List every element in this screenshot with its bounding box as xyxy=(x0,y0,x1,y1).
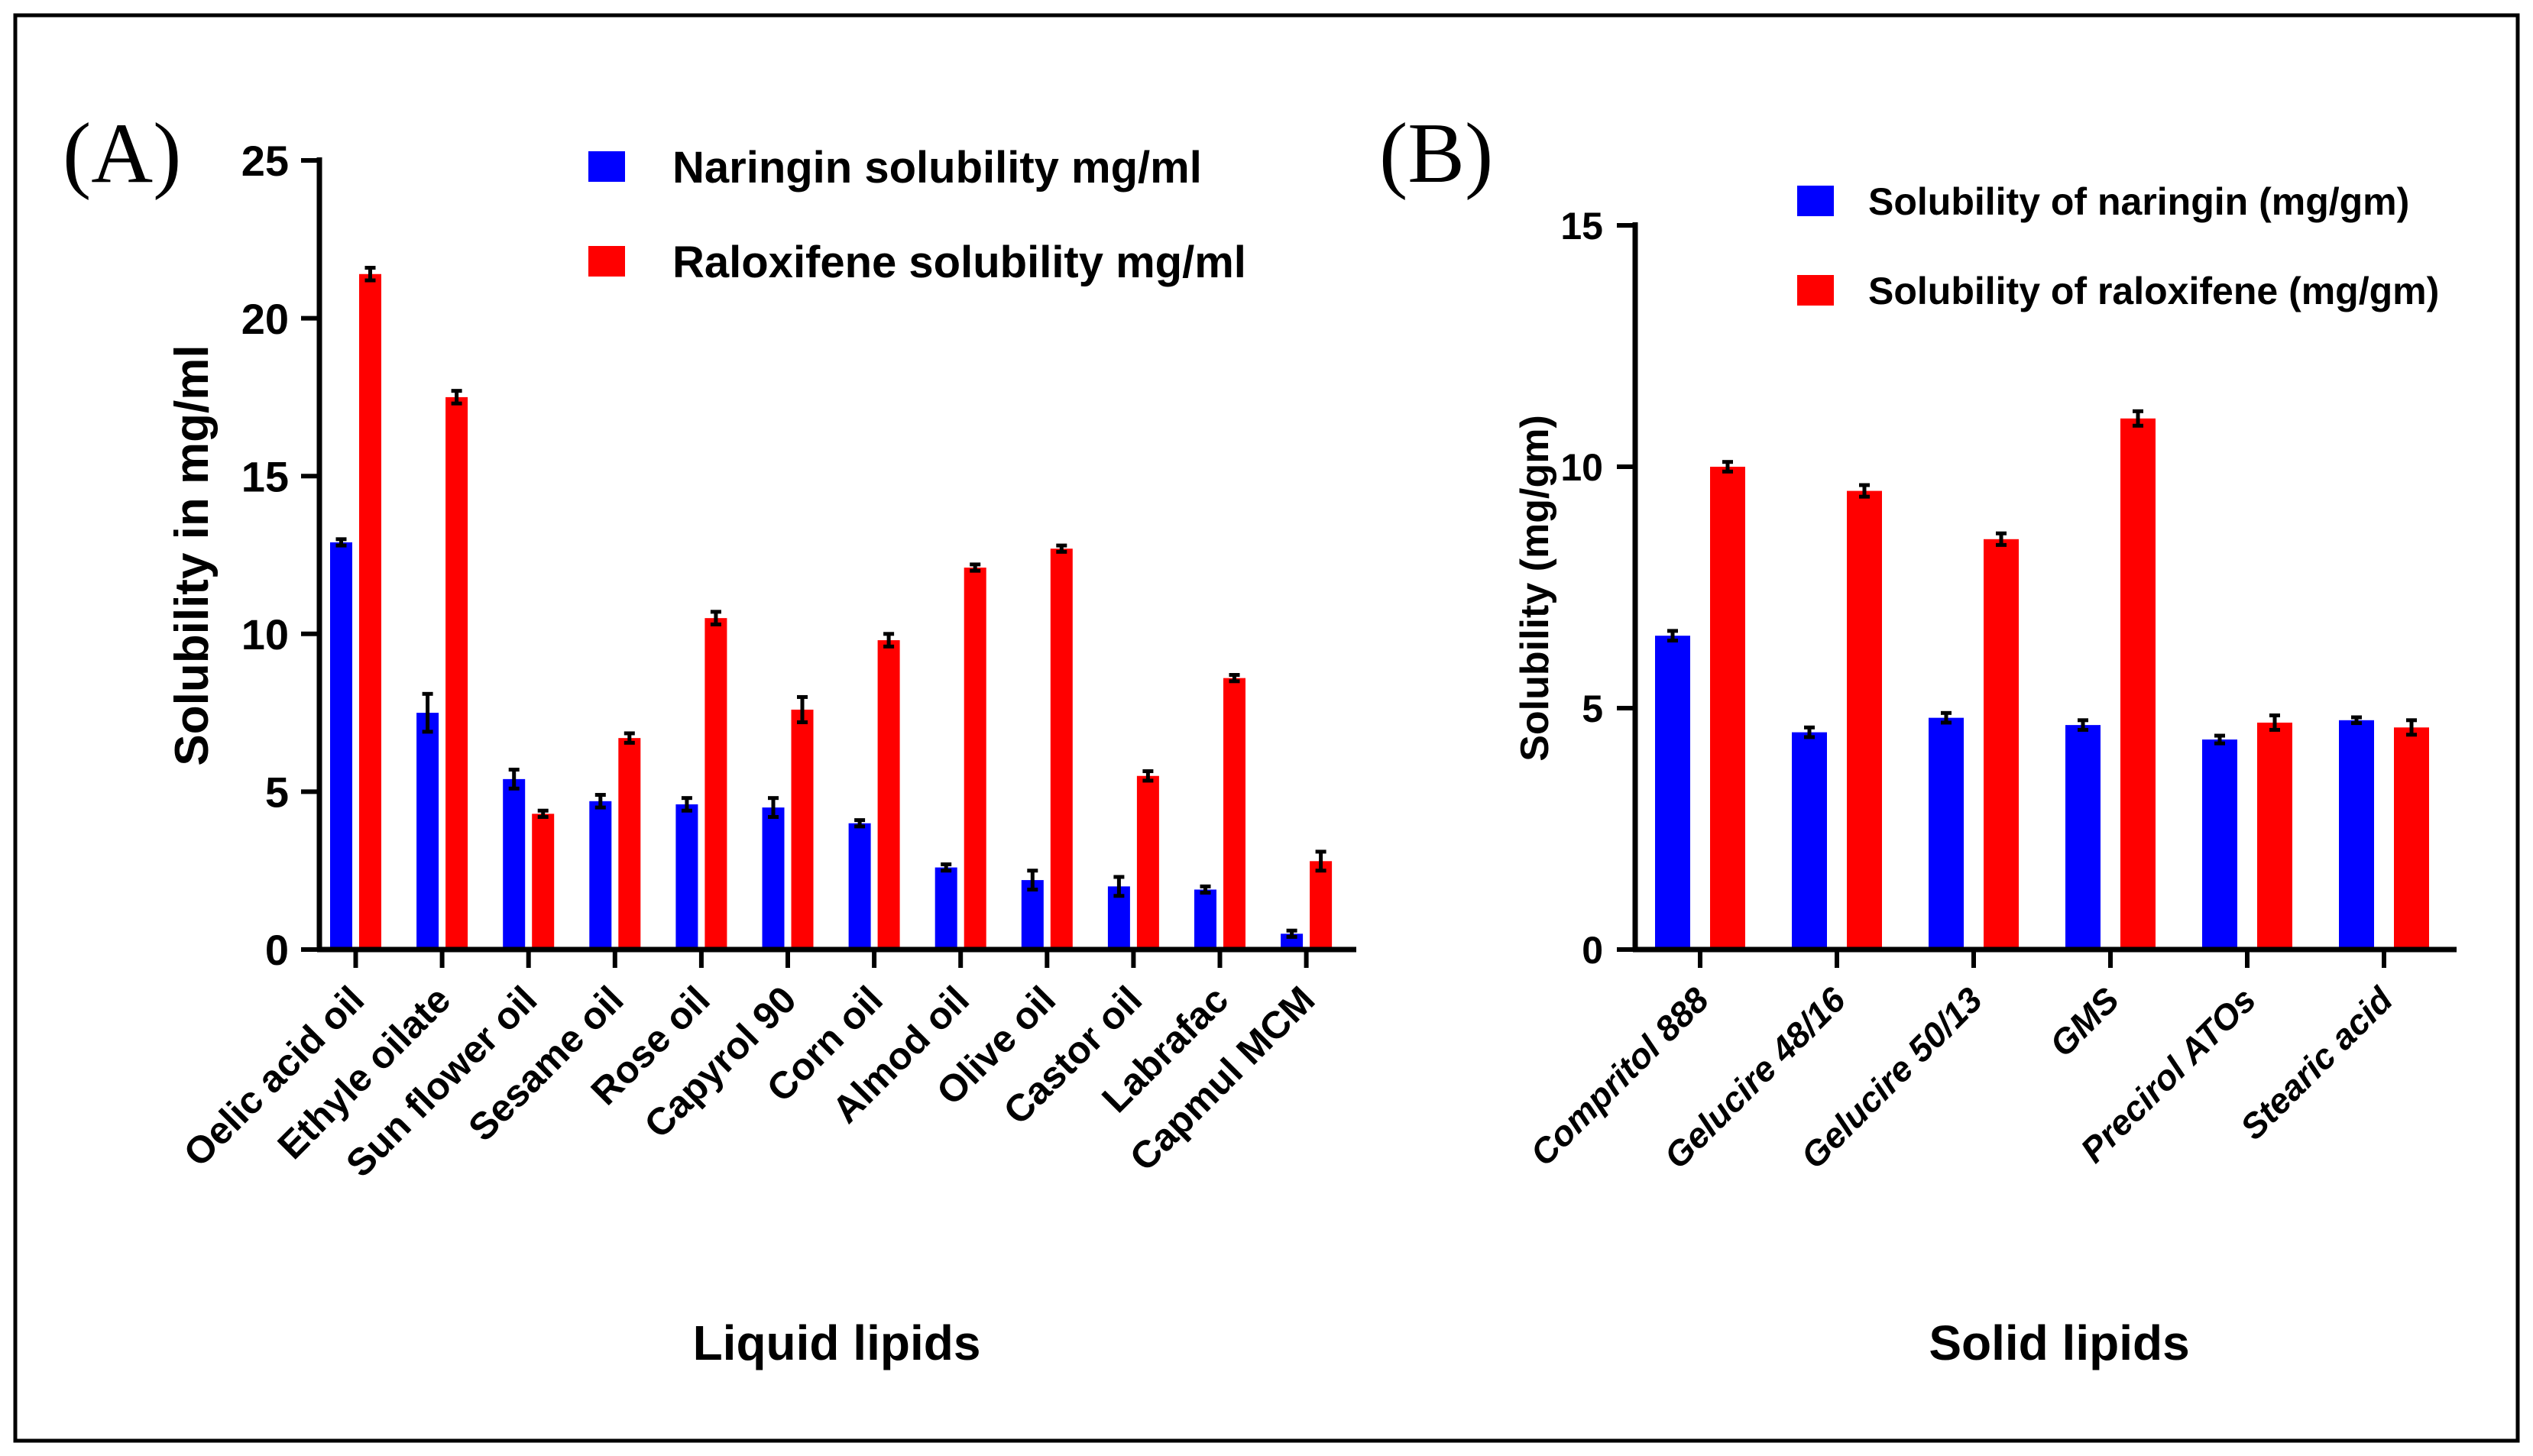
a-bar-raloxifene-7 xyxy=(964,568,986,950)
b-bar-naringin-0 xyxy=(1655,636,1690,950)
a-bar-raloxifene-2 xyxy=(532,814,555,950)
b-bar-raloxifene-5 xyxy=(2394,727,2429,950)
a-bar-naringin-4 xyxy=(675,804,698,950)
b-y-tick-label-3: 15 xyxy=(1560,205,1603,248)
b-legend-label-raloxifene: Solubility of raloxifene (mg/gm) xyxy=(1868,270,2439,312)
a-y-tick-label-5: 25 xyxy=(241,137,289,185)
a-y-tick-label-4: 20 xyxy=(241,295,289,343)
a-bar-naringin-7 xyxy=(934,867,957,950)
a-bar-raloxifene-0 xyxy=(359,273,381,950)
a-bar-raloxifene-8 xyxy=(1050,548,1073,950)
b-bar-naringin-4 xyxy=(2202,739,2237,950)
b-bar-raloxifene-0 xyxy=(1710,467,1745,950)
b-bar-raloxifene-2 xyxy=(1984,539,2019,950)
a-bar-raloxifene-10 xyxy=(1223,678,1245,950)
b-x-axis-title: Solid lipids xyxy=(1929,1315,2189,1370)
b-bar-naringin-3 xyxy=(2065,725,2101,950)
a-bar-naringin-0 xyxy=(330,542,352,950)
a-legend-label-raloxifene: Raloxifene solubility mg/ml xyxy=(672,238,1246,287)
b-y-tick-label-1: 5 xyxy=(1582,688,1603,730)
b-legend-swatch-raloxifene xyxy=(1797,275,1834,306)
b-bar-naringin-2 xyxy=(1929,717,1964,950)
b-panel-letter: (B) xyxy=(1379,106,1493,201)
a-y-tick-label-1: 5 xyxy=(265,768,289,817)
a-bar-naringin-2 xyxy=(503,778,526,950)
figure-border xyxy=(13,13,2520,1443)
b-bar-naringin-1 xyxy=(1792,732,1827,950)
b-y-axis-title: Solubility (mg/gm) xyxy=(1513,415,1557,762)
a-y-tick-label-3: 15 xyxy=(241,452,289,500)
a-y-axis-title: Solubility in mg/ml xyxy=(166,345,219,765)
a-bar-raloxifene-4 xyxy=(705,618,727,950)
a-bar-naringin-3 xyxy=(589,801,612,950)
b-bar-raloxifene-1 xyxy=(1847,490,1882,950)
a-y-tick-label-2: 10 xyxy=(241,610,289,658)
a-legend: Naringin solubility mg/ml Raloxifene solu… xyxy=(588,143,1246,287)
a-bar-naringin-11 xyxy=(1281,933,1304,950)
a-bar-raloxifene-3 xyxy=(618,738,641,950)
a-x-axis-title: Liquid lipids xyxy=(693,1315,981,1370)
b-bar-raloxifene-3 xyxy=(2120,418,2156,950)
a-bar-naringin-10 xyxy=(1194,889,1216,950)
b-y-tick-label-0: 0 xyxy=(1582,929,1603,972)
b-y-tick-label-2: 10 xyxy=(1560,446,1603,489)
a-panel-letter: (A) xyxy=(63,106,181,201)
a-bar-naringin-1 xyxy=(416,713,439,950)
a-bar-raloxifene-9 xyxy=(1136,775,1159,950)
b-bar-raloxifene-4 xyxy=(2257,722,2292,950)
a-bar-raloxifene-11 xyxy=(1310,861,1333,950)
b-legend-swatch-naringin xyxy=(1797,186,1834,216)
a-legend-label-naringin: Naringin solubility mg/ml xyxy=(672,143,1202,193)
a-legend-swatch-naringin xyxy=(588,151,625,182)
b-bar-naringin-5 xyxy=(2339,720,2374,950)
a-legend-swatch-raloxifene xyxy=(588,246,625,277)
a-bar-raloxifene-6 xyxy=(877,640,900,950)
b-legend: Solubility of naringin (mg/gm) Solubility… xyxy=(1797,180,2439,312)
a-y-tick-label-0: 0 xyxy=(265,926,289,974)
b-legend-label-naringin: Solubility of naringin (mg/gm) xyxy=(1868,180,2409,223)
a-bar-naringin-6 xyxy=(848,823,871,950)
a-bar-naringin-8 xyxy=(1021,880,1044,950)
a-bar-raloxifene-1 xyxy=(445,396,468,950)
a-bar-naringin-5 xyxy=(762,807,785,950)
a-bar-raloxifene-5 xyxy=(791,709,814,950)
